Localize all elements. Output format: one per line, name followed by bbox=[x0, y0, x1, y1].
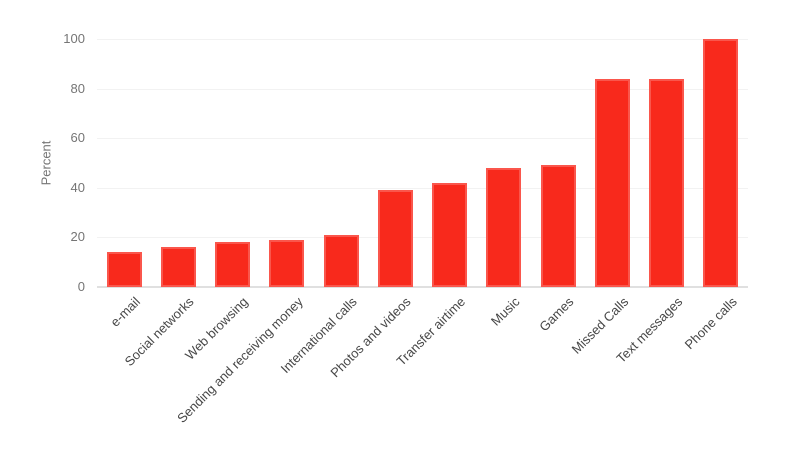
y-axis-tick-label-100: 100 bbox=[63, 31, 85, 46]
x-axis-label-games: Games bbox=[536, 294, 577, 335]
y-axis-tick-label-80: 80 bbox=[70, 80, 85, 96]
bar-international-calls bbox=[323, 234, 359, 287]
gridline-80 bbox=[97, 88, 748, 90]
bar-games bbox=[540, 165, 576, 287]
x-axis-baseline bbox=[97, 286, 748, 288]
y-axis-tick-label-0: 0 bbox=[77, 279, 85, 294]
x-axis-label-e-mail: e-mail bbox=[107, 294, 143, 330]
y-axis-tick-label-20: 20 bbox=[70, 229, 85, 245]
gridline-60 bbox=[97, 138, 748, 140]
y-axis-tick-label-60: 60 bbox=[70, 130, 85, 146]
y-axis-title: Percent bbox=[38, 140, 54, 186]
bar-web-browsing bbox=[215, 242, 251, 287]
bar-music bbox=[486, 167, 522, 287]
bar-missed-calls bbox=[594, 78, 630, 287]
x-axis-label-phone-calls: Phone calls bbox=[681, 294, 740, 353]
bar-sending-and-receiving-money bbox=[269, 239, 305, 287]
gridline-100 bbox=[97, 39, 748, 40]
bar-photos-and-videos bbox=[377, 190, 413, 287]
bar-transfer-airtime bbox=[432, 182, 468, 287]
gridline-20 bbox=[97, 237, 748, 239]
bar-text-messages bbox=[649, 78, 685, 287]
gridline-40 bbox=[97, 187, 748, 189]
x-axis-label-music: Music bbox=[487, 294, 523, 329]
bar-social-networks bbox=[160, 247, 196, 287]
bar-phone-calls bbox=[703, 39, 739, 287]
y-axis-tick-label-40: 40 bbox=[70, 179, 85, 195]
bar-e-mail bbox=[106, 252, 142, 287]
